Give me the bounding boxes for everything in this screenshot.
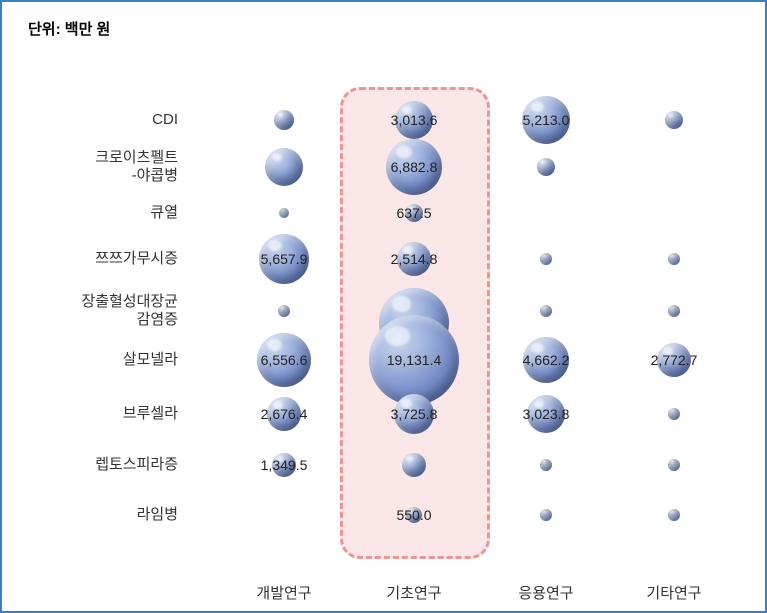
row-label-lepto: 렙토스피라증 — [95, 456, 178, 474]
bubble-cjd-app — [537, 158, 555, 176]
bubble-value-cdi-app: 5,213.0 — [523, 112, 570, 128]
bubble-tsutsu-app — [540, 253, 552, 265]
bubble-value-salm-basic: 19,131.4 — [387, 352, 442, 368]
bubble-ehec-other — [668, 305, 680, 317]
bubble-bruc-other — [668, 408, 680, 420]
bubble-cdi-other — [665, 111, 683, 129]
bubble-lyme-app — [540, 509, 552, 521]
bubble-qfever-dev — [279, 208, 289, 218]
bubble-lyme-other — [668, 509, 680, 521]
bubble-value-bruc-basic: 3,725.8 — [391, 406, 438, 422]
bubble-cjd-dev — [265, 148, 303, 186]
row-label-qfever: 큐열 — [150, 204, 178, 222]
bubble-lepto-app — [540, 459, 552, 471]
row-label-cjd: 크로이츠펠트 -야콥병 — [95, 149, 178, 185]
bubble-value-lyme-basic: 550.0 — [396, 507, 431, 523]
bubble-lepto-basic — [402, 453, 426, 477]
chart-frame: 단위: 백만 원 CDI크로이츠펠트 -야콥병큐열쯔쯔가무시증장출혈성대장균 감… — [0, 0, 767, 613]
column-label-app: 응용연구 — [518, 582, 573, 603]
bubble-lepto-other — [668, 459, 680, 471]
column-label-dev: 개발연구 — [256, 582, 311, 603]
bubble-ehec-dev — [278, 305, 290, 317]
bubble-value-lepto-dev: 1,349.5 — [261, 457, 308, 473]
bubble-tsutsu-other — [668, 253, 680, 265]
bubble-value-salm-dev: 6,556.6 — [261, 352, 308, 368]
bubble-value-cjd-basic: 6,882.8 — [391, 159, 438, 175]
row-label-salm: 살모넬라 — [123, 351, 178, 369]
bubble-value-tsutsu-dev: 5,657.9 — [261, 251, 308, 267]
row-label-ehec: 장출혈성대장균 감염증 — [81, 293, 178, 329]
bubble-cdi-dev — [274, 110, 294, 130]
bubble-value-bruc-app: 3,023.8 — [523, 406, 570, 422]
row-label-cdi: CDI — [152, 111, 178, 129]
column-label-other: 기타연구 — [646, 582, 701, 603]
column-label-basic: 기초연구 — [386, 582, 441, 603]
bubble-value-salm-app: 4,662.2 — [523, 352, 570, 368]
bubble-ehec-app — [540, 305, 552, 317]
bubble-value-qfever-basic: 637.5 — [396, 205, 431, 221]
row-label-bruc: 브루셀라 — [123, 405, 178, 423]
row-label-lyme: 라임병 — [137, 506, 178, 524]
row-label-tsutsu: 쯔쯔가무시증 — [95, 250, 178, 268]
bubble-value-tsutsu-basic: 2,514.8 — [391, 251, 438, 267]
bubble-chart: CDI 크로이츠펠트 -야콥병큐열쯔쯔가무시증장출혈성대장균 감염증살모넬라브루셀… — [2, 2, 765, 611]
bubble-value-salm-other: 2,772.7 — [651, 352, 698, 368]
bubble-value-bruc-dev: 2,676.4 — [261, 406, 308, 422]
bubble-value-cdi-basic: 3,013.6 — [391, 112, 438, 128]
